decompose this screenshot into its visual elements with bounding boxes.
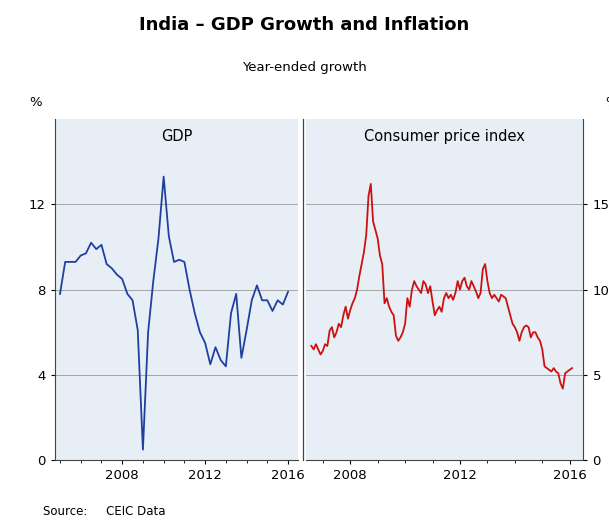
Text: %: %: [605, 96, 609, 109]
Text: Consumer price index: Consumer price index: [364, 129, 526, 144]
Text: %: %: [29, 96, 41, 109]
Text: Source:     CEIC Data: Source: CEIC Data: [43, 505, 165, 518]
Text: GDP: GDP: [161, 129, 192, 144]
Text: India – GDP Growth and Inflation: India – GDP Growth and Inflation: [139, 16, 470, 34]
Text: Year-ended growth: Year-ended growth: [242, 61, 367, 74]
